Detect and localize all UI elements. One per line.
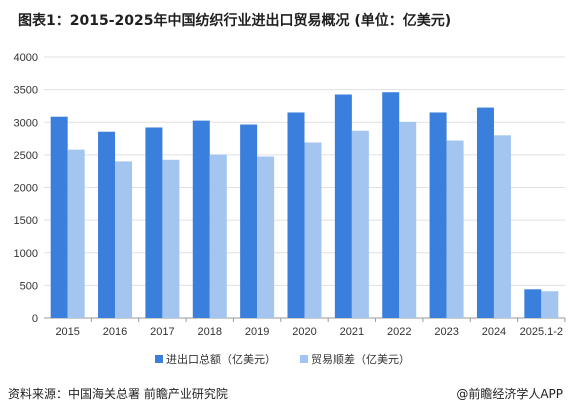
- x-tick-label: 2021: [340, 326, 364, 338]
- bar-series-2-2025.1-2: [541, 291, 559, 318]
- bar-series-2-2017: [162, 159, 180, 318]
- y-tick-label: 500: [20, 280, 38, 292]
- x-tick-label: 2017: [150, 326, 174, 338]
- brand-label: @前瞻经济学人APP: [456, 387, 563, 401]
- legend-label-series-2: 贸易顺差（亿美元）: [311, 352, 410, 366]
- y-tick-label: 2500: [14, 150, 38, 162]
- x-tick-label: 2016: [103, 326, 127, 338]
- bar-series-2-2019: [257, 156, 275, 318]
- x-tick-label: 2020: [292, 326, 316, 338]
- x-tick-label: 2022: [387, 326, 411, 338]
- bar-series-1-2017: [145, 127, 163, 318]
- bar-series-1-2024: [476, 107, 494, 318]
- y-tick-label: 3000: [14, 117, 38, 129]
- y-tick-label: 1500: [14, 215, 38, 227]
- y-tick-label: 0: [32, 313, 38, 325]
- legend-swatch-series-2: [300, 355, 308, 363]
- bar-series-2-2020: [304, 142, 322, 318]
- bar-series-2-2023: [446, 140, 464, 318]
- x-tick-label: 2023: [434, 326, 458, 338]
- bar-series-1-2016: [98, 131, 116, 318]
- bar-series-2-2015: [67, 149, 85, 318]
- bar-series-1-2023: [429, 112, 447, 319]
- bar-series-1-2021: [334, 94, 352, 318]
- bar-series-2-2018: [209, 154, 227, 318]
- y-tick-label: 3500: [14, 85, 38, 97]
- x-tick-label: 2024: [482, 326, 506, 338]
- source-note: 资料来源：中国海关总署 前瞻产业研究院: [8, 387, 228, 401]
- bar-series-1-2025.1-2: [524, 289, 542, 318]
- bars: [50, 92, 559, 319]
- chart-title: 图表1：2015-2025年中国纺织行业进出口贸易概况 (单位：亿美元): [18, 13, 452, 29]
- x-tick-label: 2025.1-2: [520, 326, 563, 338]
- bar-series-2-2024: [493, 135, 511, 318]
- bar-series-2-2016: [115, 161, 133, 318]
- y-tick-label: 2000: [14, 183, 38, 195]
- x-tick-label: 2015: [55, 326, 79, 338]
- y-tick-label: 4000: [14, 52, 38, 64]
- bar-series-1-2018: [192, 120, 210, 319]
- y-axis: 0 500 1000 1500 2000 2500 3000 3500 4000: [14, 52, 38, 325]
- x-tick-label: 2019: [245, 326, 269, 338]
- legend: 进出口总额（亿美元） 贸易顺差（亿美元）: [155, 352, 410, 366]
- bar-series-1-2020: [287, 112, 305, 319]
- legend-label-series-1: 进出口总额（亿美元）: [166, 352, 276, 366]
- bar-series-1-2015: [50, 116, 68, 318]
- legend-swatch-series-1: [155, 355, 163, 363]
- x-axis: 2015 2016 2017 2018 2019 2020 2021 2022 2023 2024…: [55, 318, 566, 338]
- bar-series-2-2022: [399, 121, 417, 318]
- bar-series-2-2021: [351, 130, 369, 318]
- bar-series-1-2019: [240, 124, 258, 318]
- x-tick-label: 2018: [198, 326, 222, 338]
- bar-series-1-2022: [382, 92, 400, 318]
- y-tick-label: 1000: [14, 248, 38, 260]
